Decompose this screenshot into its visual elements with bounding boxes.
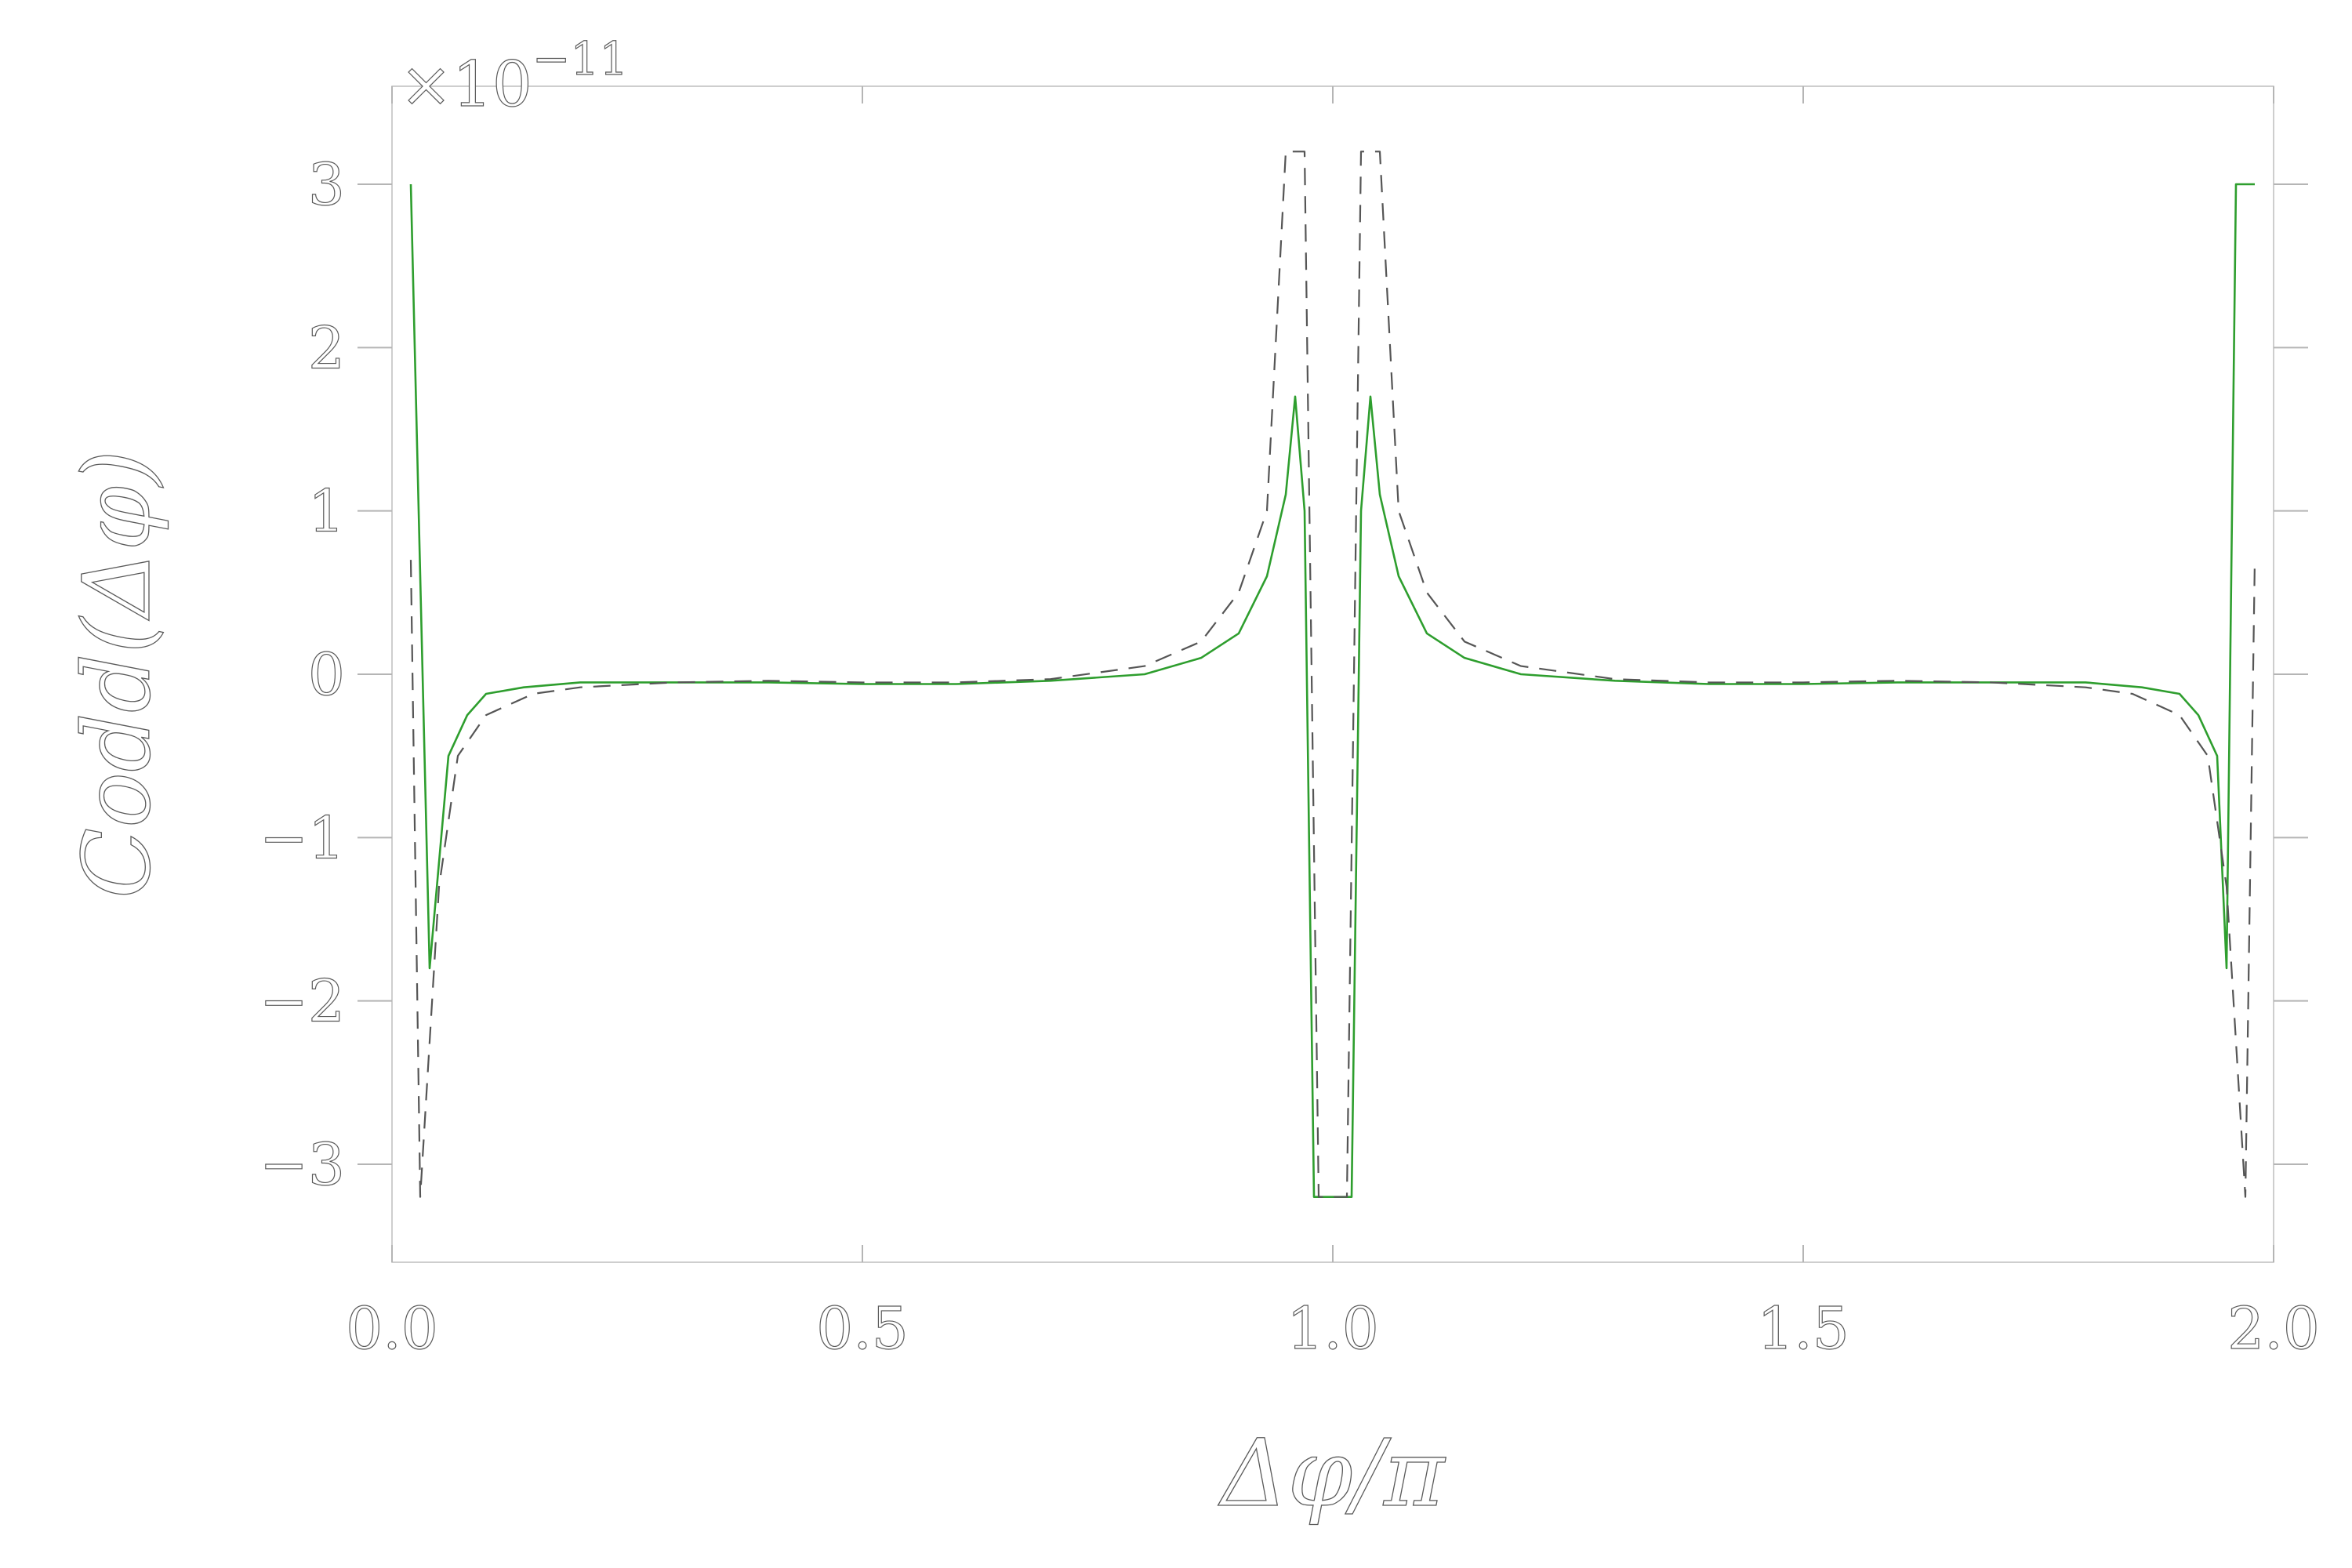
series-layer — [409, 151, 2256, 1198]
x-axis-label: Δφ/π — [1218, 1419, 1446, 1527]
y-axis-multiplier: ×10−11 — [400, 32, 628, 121]
y-axis-ticks: −3 −2 −1 0 1 2 3 — [259, 151, 2308, 1200]
y-tick-label: 3 — [308, 151, 345, 219]
y-tick-label: 2 — [308, 314, 345, 382]
x-tick-label: 0.0 — [346, 1295, 438, 1363]
y-axis-multiplier-base: ×10 — [400, 48, 532, 121]
plot-frame — [391, 85, 2274, 1263]
x-tick-label: 0.5 — [816, 1295, 909, 1363]
y-axis-label: Codd(Δφ) — [63, 450, 171, 898]
plot-border — [391, 85, 2274, 1263]
y-tick-label: −3 — [260, 1131, 345, 1199]
y-tick-label: −1 — [260, 804, 345, 872]
x-tick-label: 1.0 — [1287, 1295, 1379, 1363]
series-line-2 — [409, 151, 2256, 1198]
x-tick-label: 2.0 — [2227, 1295, 2320, 1363]
x-tick-label: 1.5 — [1757, 1295, 1849, 1363]
y-tick-label: 0 — [308, 641, 345, 709]
y-tick-label: −2 — [260, 968, 345, 1036]
y-axis-multiplier-exponent: −11 — [532, 32, 628, 85]
x-axis-ticks: 0.0 0.5 1.0 1.5 2.0 — [346, 86, 2320, 1363]
series-line-1 — [409, 183, 2255, 1198]
y-tick-label: 1 — [308, 478, 345, 546]
